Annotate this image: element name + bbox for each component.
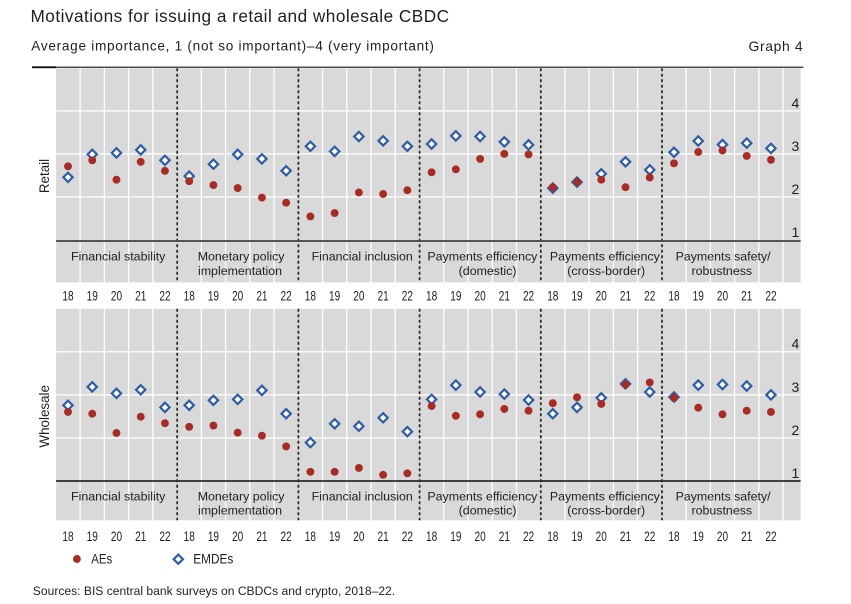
svg-text:22: 22 [402, 529, 413, 544]
svg-text:3: 3 [792, 379, 800, 395]
svg-text:20: 20 [596, 288, 607, 303]
svg-text:18: 18 [184, 288, 195, 303]
svg-text:22: 22 [644, 288, 655, 303]
svg-text:Payments safety/: Payments safety/ [676, 250, 772, 264]
svg-text:21: 21 [620, 288, 631, 303]
svg-text:20: 20 [353, 529, 364, 544]
svg-text:18: 18 [426, 529, 437, 544]
svg-text:Financial inclusion: Financial inclusion [312, 250, 413, 264]
svg-text:22: 22 [402, 288, 413, 303]
svg-text:22: 22 [159, 288, 170, 303]
svg-text:18: 18 [547, 529, 558, 544]
svg-text:21: 21 [741, 288, 752, 303]
svg-text:20: 20 [474, 288, 485, 303]
svg-text:20: 20 [596, 529, 607, 544]
svg-text:Graph 4: Graph 4 [749, 38, 804, 54]
svg-text:Average importance, 1 (not so: Average importance, 1 (not so important)… [31, 39, 434, 54]
svg-text:(domestic): (domestic) [459, 264, 517, 278]
svg-text:2: 2 [792, 422, 800, 438]
svg-text:AEs: AEs [91, 551, 112, 566]
svg-text:22: 22 [281, 288, 292, 303]
svg-text:22: 22 [159, 529, 170, 544]
svg-text:Retail: Retail [37, 159, 52, 193]
svg-text:19: 19 [450, 529, 461, 544]
svg-text:Monetary policy: Monetary policy [198, 490, 286, 504]
svg-text:20: 20 [717, 529, 728, 544]
svg-text:22: 22 [765, 288, 776, 303]
svg-text:18: 18 [62, 529, 73, 544]
svg-text:Payments efficiency: Payments efficiency [427, 250, 538, 264]
svg-text:(domestic): (domestic) [459, 504, 517, 518]
svg-text:20: 20 [111, 529, 122, 544]
svg-text:Payments efficiency: Payments efficiency [427, 490, 538, 504]
svg-text:3: 3 [792, 138, 800, 154]
svg-text:robustness: robustness [691, 504, 752, 518]
svg-text:21: 21 [620, 529, 631, 544]
svg-text:21: 21 [135, 529, 146, 544]
svg-text:Payments efficiency: Payments efficiency [550, 490, 661, 504]
svg-text:19: 19 [329, 529, 340, 544]
svg-text:Wholesale: Wholesale [37, 385, 52, 448]
svg-text:19: 19 [693, 529, 704, 544]
svg-text:21: 21 [135, 288, 146, 303]
svg-text:18: 18 [184, 529, 195, 544]
svg-text:22: 22 [281, 529, 292, 544]
svg-text:21: 21 [256, 529, 267, 544]
svg-text:19: 19 [87, 529, 98, 544]
svg-text:Financial stability: Financial stability [71, 250, 166, 264]
svg-text:EMDEs: EMDEs [193, 551, 233, 566]
svg-text:18: 18 [668, 288, 679, 303]
svg-text:18: 18 [426, 288, 437, 303]
svg-text:19: 19 [450, 288, 461, 303]
svg-text:implementation: implementation [198, 504, 282, 518]
svg-text:19: 19 [571, 288, 582, 303]
svg-text:robustness: robustness [691, 264, 752, 278]
svg-text:20: 20 [232, 288, 243, 303]
svg-text:19: 19 [87, 288, 98, 303]
svg-text:(cross-border): (cross-border) [567, 264, 645, 278]
svg-text:19: 19 [208, 529, 219, 544]
svg-text:19: 19 [329, 288, 340, 303]
svg-text:(cross-border): (cross-border) [567, 504, 645, 518]
svg-text:implementation: implementation [198, 264, 282, 278]
svg-text:19: 19 [208, 288, 219, 303]
svg-text:4: 4 [792, 95, 800, 111]
svg-text:Financial inclusion: Financial inclusion [312, 490, 413, 504]
svg-text:20: 20 [474, 529, 485, 544]
svg-text:18: 18 [668, 529, 679, 544]
svg-text:22: 22 [523, 288, 534, 303]
svg-text:18: 18 [305, 529, 316, 544]
svg-text:Financial stability: Financial stability [71, 490, 166, 504]
svg-text:Monetary policy: Monetary policy [198, 250, 286, 264]
svg-text:21: 21 [256, 288, 267, 303]
svg-text:18: 18 [62, 288, 73, 303]
svg-text:4: 4 [792, 336, 800, 352]
svg-text:21: 21 [378, 529, 389, 544]
svg-text:20: 20 [717, 288, 728, 303]
svg-text:22: 22 [644, 529, 655, 544]
svg-text:19: 19 [571, 529, 582, 544]
svg-text:19: 19 [693, 288, 704, 303]
svg-text:20: 20 [232, 529, 243, 544]
svg-text:2: 2 [792, 181, 800, 197]
svg-text:Motivations for issuing a reta: Motivations for issuing a retail and who… [31, 6, 450, 26]
svg-text:Sources: BIS central bank surv: Sources: BIS central bank surveys on CBD… [33, 584, 395, 598]
svg-text:21: 21 [741, 529, 752, 544]
svg-text:21: 21 [499, 288, 510, 303]
svg-text:22: 22 [523, 529, 534, 544]
svg-text:1: 1 [792, 224, 800, 240]
svg-text:20: 20 [353, 288, 364, 303]
svg-text:18: 18 [305, 288, 316, 303]
svg-text:22: 22 [765, 529, 776, 544]
svg-text:20: 20 [111, 288, 122, 303]
svg-text:1: 1 [792, 465, 800, 481]
svg-text:Payments safety/: Payments safety/ [676, 490, 772, 504]
svg-text:18: 18 [547, 288, 558, 303]
svg-text:Payments efficiency: Payments efficiency [550, 250, 661, 264]
svg-text:21: 21 [378, 288, 389, 303]
svg-text:21: 21 [499, 529, 510, 544]
